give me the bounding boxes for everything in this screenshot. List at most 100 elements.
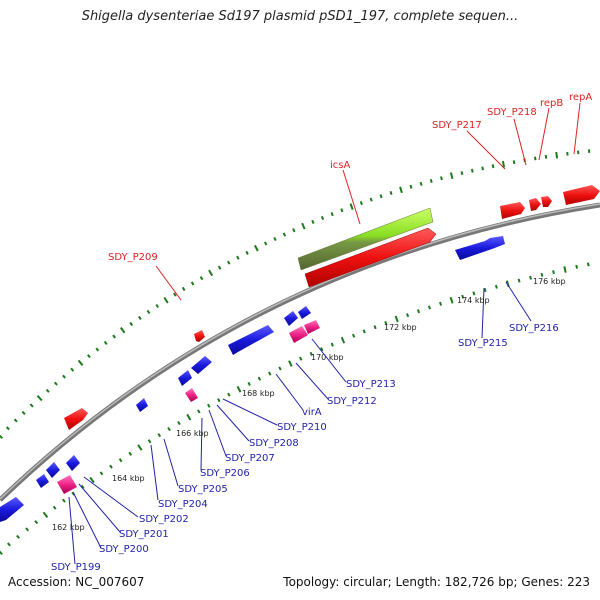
backbone-highlight bbox=[0, 203, 600, 500]
gene-SDY_P218[interactable] bbox=[529, 198, 541, 211]
outer-track-dot bbox=[491, 164, 495, 169]
label-SDY_P201[interactable]: SDY_P201 bbox=[119, 529, 169, 540]
inner-track-dot bbox=[80, 484, 85, 489]
gene-SDY_P208[interactable] bbox=[191, 356, 212, 374]
inner-track-dot bbox=[351, 333, 356, 338]
outer-track-dot bbox=[292, 228, 296, 233]
inner-track-dot bbox=[517, 278, 521, 283]
gene-repB[interactable] bbox=[541, 196, 552, 207]
outer-track-dot bbox=[320, 215, 325, 220]
outer-track-dot bbox=[21, 410, 26, 415]
outer-track-dot bbox=[481, 166, 484, 171]
tick-labels: 162 kbp 164 kbp 166 kbp 168 kbp 170 kbp … bbox=[52, 277, 566, 532]
topology-label: Topology: circular; Length: 182,726 bp; … bbox=[283, 575, 590, 589]
inner-track-dot bbox=[575, 264, 578, 269]
outer-track-dot bbox=[36, 395, 43, 402]
inner-track-dot bbox=[299, 356, 303, 361]
gene-SDY_P215-216[interactable] bbox=[455, 236, 505, 260]
gene-pink-206[interactable] bbox=[185, 388, 198, 402]
inner-track-dot bbox=[340, 336, 346, 344]
inner-track-dot bbox=[439, 301, 443, 306]
label-SDY_P217[interactable]: SDY_P217 bbox=[432, 120, 482, 131]
outer-track-dot bbox=[87, 354, 91, 359]
gene-repA[interactable] bbox=[563, 185, 600, 205]
inner-track-dot bbox=[563, 266, 567, 273]
gene-SDY_P201[interactable] bbox=[66, 455, 80, 471]
backbone-arc bbox=[0, 202, 600, 502]
gene-SDY_P217[interactable] bbox=[500, 202, 525, 219]
gene-red-left[interactable] bbox=[64, 408, 88, 430]
label-SDY_P208[interactable]: SDY_P208 bbox=[249, 438, 299, 449]
outer-track-dot bbox=[5, 426, 10, 431]
label-SDY_P212[interactable]: SDY_P212 bbox=[327, 396, 377, 407]
label-SDY_P210[interactable]: SDY_P210 bbox=[277, 422, 327, 433]
outer-track-dot bbox=[311, 219, 315, 224]
outer-track-dot bbox=[199, 276, 204, 281]
gene-pink-202[interactable] bbox=[57, 475, 77, 494]
gene-track[interactable] bbox=[0, 185, 600, 522]
inner-track-dot bbox=[16, 534, 20, 539]
label-icsA[interactable]: icsA bbox=[330, 160, 350, 171]
inner-track-dot bbox=[197, 409, 201, 414]
inner-track-dot bbox=[449, 296, 454, 304]
gene-SDY_P212[interactable] bbox=[228, 325, 274, 355]
outer-track-dot bbox=[217, 265, 222, 270]
label-repB[interactable]: repB bbox=[540, 98, 563, 109]
label-SDY_P215[interactable]: SDY_P215 bbox=[458, 338, 508, 349]
label-SDY_P205[interactable]: SDY_P205 bbox=[178, 484, 228, 495]
label-leaders bbox=[68, 102, 581, 565]
inner-track-dot bbox=[257, 376, 262, 381]
inner-track-dot bbox=[586, 262, 590, 267]
gene-blue-left[interactable] bbox=[0, 497, 24, 522]
label-SDY_P202[interactable]: SDY_P202 bbox=[139, 514, 189, 525]
inner-track-dot bbox=[416, 309, 421, 314]
inner-track-dot bbox=[236, 385, 242, 393]
inner-track-dot bbox=[0, 550, 3, 556]
label-virA[interactable]: virA bbox=[302, 407, 322, 418]
outer-track-dot bbox=[440, 176, 443, 181]
inner-track-dot bbox=[320, 347, 324, 352]
outer-track-dot bbox=[409, 184, 413, 189]
label-SDY_P216[interactable]: SDY_P216 bbox=[509, 323, 559, 334]
outer-track-dot bbox=[349, 203, 354, 210]
accession-label: Accession: NC_007607 bbox=[8, 575, 145, 589]
icsA-feature-bar[interactable] bbox=[297, 207, 434, 271]
tick-164: 164 kbp bbox=[112, 474, 145, 483]
gene-SDY_P213b[interactable] bbox=[298, 306, 311, 319]
label-SDY_P207[interactable]: SDY_P207 bbox=[225, 453, 275, 464]
outer-track-dot bbox=[501, 160, 506, 168]
dot-tracks bbox=[0, 149, 591, 556]
inner-track-dot bbox=[288, 360, 293, 367]
inner-track-dot bbox=[109, 464, 113, 469]
gene-SDY_P213[interactable] bbox=[284, 311, 298, 326]
inner-track-dot bbox=[52, 505, 57, 510]
gene-SDY_P204[interactable] bbox=[136, 398, 148, 412]
label-SDY_P200[interactable]: SDY_P200 bbox=[99, 544, 149, 555]
gene-SDY_P200[interactable] bbox=[46, 462, 60, 478]
label-SDY_P218[interactable]: SDY_P218 bbox=[487, 107, 537, 118]
label-SDY_P209[interactable]: SDY_P209 bbox=[108, 252, 158, 263]
outer-track-dot bbox=[301, 222, 306, 230]
label-SDY_P199[interactable]: SDY_P199 bbox=[51, 562, 101, 573]
gene-pink-virA[interactable] bbox=[289, 326, 308, 343]
tick-174: 174 kbp bbox=[457, 296, 490, 305]
icsA-gene-arrow[interactable] bbox=[304, 227, 437, 288]
label-SDY_P204[interactable]: SDY_P204 bbox=[158, 499, 208, 510]
inner-track-dot bbox=[362, 329, 366, 334]
gene-SDY_P207[interactable] bbox=[178, 370, 192, 386]
label-SDY_P206[interactable]: SDY_P206 bbox=[200, 468, 250, 479]
gene-pink-virA-b[interactable] bbox=[304, 320, 320, 334]
label-repA[interactable]: repA bbox=[569, 92, 592, 103]
inner-track-dot bbox=[483, 288, 487, 293]
outer-track-dot bbox=[45, 388, 50, 393]
inner-track-dot bbox=[427, 305, 432, 310]
label-SDY_P213[interactable]: SDY_P213 bbox=[346, 379, 396, 390]
gene-SDY_P209[interactable] bbox=[194, 330, 205, 342]
outer-track-dot bbox=[95, 347, 100, 352]
inner-track-dot bbox=[34, 520, 39, 525]
outer-track-dot bbox=[181, 286, 186, 292]
outer-track-dot bbox=[163, 296, 169, 304]
gene-SDY_P199[interactable] bbox=[36, 474, 49, 488]
inner-track-dot bbox=[157, 433, 162, 438]
